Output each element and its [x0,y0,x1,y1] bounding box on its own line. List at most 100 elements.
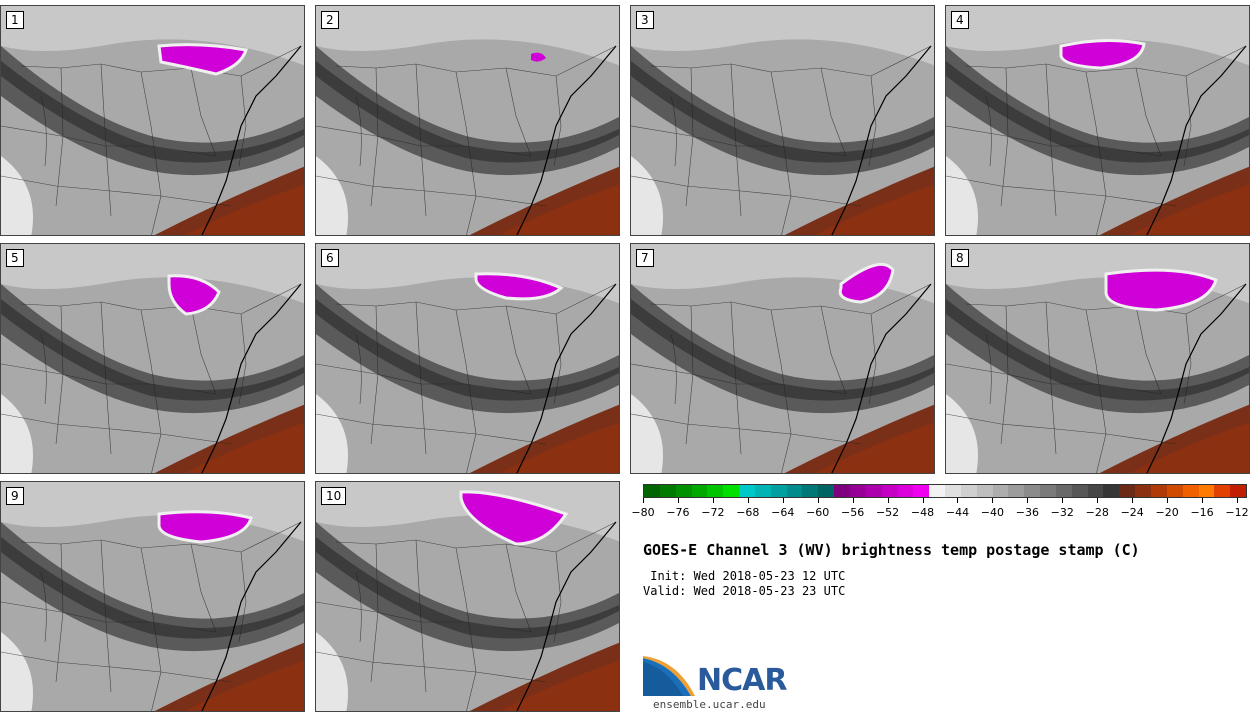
colorbar-tick-label: −24 [1121,506,1144,519]
colorbar-tick [643,498,644,503]
colorbar-swatch [818,485,834,497]
colorbar-swatch [755,485,771,497]
wv-map [316,6,620,236]
colorbar-tick [1027,498,1028,503]
panel-label: 3 [636,11,654,29]
panel-label: 4 [951,11,969,29]
colorbar-swatch [1072,485,1088,497]
colorbar-tick-label: −12 [1225,506,1248,519]
colorbar-tick [678,498,679,503]
forecast-panel-4: 4 [945,5,1250,236]
colorbar-swatch [993,485,1009,497]
wv-map [946,244,1250,474]
colorbar-swatch [929,485,945,497]
forecast-panel-1: 1 [0,5,305,236]
colorbar-tick-label: −32 [1051,506,1074,519]
colorbar-swatch [1008,485,1024,497]
colorbar-swatch [898,485,914,497]
colorbar [643,484,1247,498]
panel-label: 5 [6,249,24,267]
figure-title: GOES-E Channel 3 (WV) brightness temp po… [643,541,1140,559]
wv-map [1,482,305,712]
colorbar-swatch [1040,485,1056,497]
colorbar-swatch [676,485,692,497]
colorbar-swatch [1167,485,1183,497]
panel-label: 9 [6,487,24,505]
colorbar-tick [1062,498,1063,503]
colorbar-swatch [834,485,850,497]
colorbar-tick [818,498,819,503]
colorbar-tick [888,498,889,503]
colorbar-swatch [1230,485,1246,497]
colorbar-swatch [913,485,929,497]
colorbar-ticks: −80 −76 −72 −68 −64 −60 −56 −52 −48 −44 −40 −36 −32−… [643,498,1247,522]
panel-label: 1 [6,11,24,29]
colorbar-swatch [866,485,882,497]
forecast-panel-10: 10 [315,481,620,712]
colorbar-swatch [787,485,803,497]
wv-map [946,6,1250,236]
colorbar-swatch [1056,485,1072,497]
forecast-panel-2: 2 [315,5,620,236]
colorbar-swatch [1214,485,1230,497]
colorbar-tick-label: −52 [876,506,899,519]
forecast-panel-3: 3 [630,5,935,236]
colorbar-tick [1097,498,1098,503]
colorbar-tick [1202,498,1203,503]
colorbar-swatch [961,485,977,497]
panel-label: 8 [951,249,969,267]
forecast-panel-8: 8 [945,243,1250,474]
colorbar-tick-label: −28 [1086,506,1109,519]
colorbar-swatch [1024,485,1040,497]
colorbar-swatch [771,485,787,497]
colorbar-swatch [850,485,866,497]
colorbar-tick [783,498,784,503]
colorbar-tick [1167,498,1168,503]
colorbar-tick-label: −48 [911,506,934,519]
panel-label: 10 [321,487,346,505]
panel-label: 6 [321,249,339,267]
colorbar-swatch [692,485,708,497]
colorbar-tick-label: −80 [631,506,654,519]
colorbar-swatch [945,485,961,497]
colorbar-tick-label: −40 [981,506,1004,519]
colorbar-tick [1237,498,1238,503]
colorbar-swatch [1119,485,1135,497]
wv-map [631,6,935,236]
wv-map [1,6,305,236]
colorbar-swatch [1088,485,1104,497]
colorbar-tick [992,498,993,503]
panel-label: 2 [321,11,339,29]
colorbar-swatch [1199,485,1215,497]
colorbar-swatch [1183,485,1199,497]
colorbar-swatch [1103,485,1119,497]
colorbar-swatch [739,485,755,497]
colorbar-tick [957,498,958,503]
init-time: Init: Wed 2018-05-23 12 UTC [643,569,845,583]
forecast-panel-5: 5 [0,243,305,474]
colorbar-swatch [660,485,676,497]
wv-map [316,482,620,712]
colorbar-swatch [882,485,898,497]
colorbar-tick-label: −16 [1190,506,1213,519]
colorbar-tick-label: −72 [701,506,724,519]
colorbar-tick-label: −56 [841,506,864,519]
wv-map [1,244,305,474]
colorbar-tick-label: −44 [946,506,969,519]
valid-time: Valid: Wed 2018-05-23 23 UTC [643,584,845,598]
colorbar-swatch [707,485,723,497]
colorbar-tick [853,498,854,503]
logo-url: ensemble.ucar.edu [653,698,766,711]
colorbar-swatch [1135,485,1151,497]
colorbar-tick-label: −20 [1156,506,1179,519]
colorbar-tick-label: −60 [806,506,829,519]
colorbar-swatch [802,485,818,497]
colorbar-tick-label: −76 [666,506,689,519]
logo-name: NCAR [697,663,786,698]
colorbar-tick-label: −64 [771,506,794,519]
colorbar-tick [748,498,749,503]
colorbar-swatch [644,485,660,497]
colorbar-tick-label: −36 [1016,506,1039,519]
colorbar-swatch [1151,485,1167,497]
colorbar-tick [1132,498,1133,503]
